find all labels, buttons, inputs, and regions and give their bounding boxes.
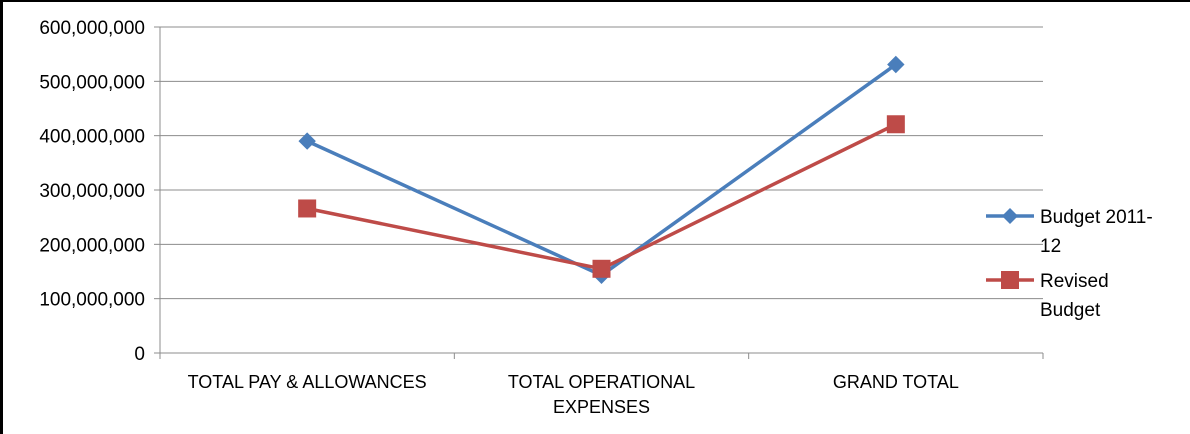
y-tick-label: 600,000,000 <box>39 18 145 39</box>
x-category-label: TOTAL PAY & ALLOWANCES <box>188 372 427 392</box>
data-point-marker <box>298 132 316 150</box>
data-point-marker <box>887 55 905 74</box>
y-tick-label: 500,000,000 <box>39 72 145 93</box>
data-point-marker <box>592 259 611 278</box>
legend-label: 12 <box>1040 236 1061 257</box>
legend: Budget 2011- 12 Revised Budget <box>986 207 1153 321</box>
gridlines <box>160 26 1043 300</box>
legend-label: Revised <box>1040 271 1109 292</box>
legend-label: Budget 2011- <box>1040 207 1153 228</box>
y-tick-label: 400,000,000 <box>39 127 145 148</box>
series-line-2 <box>306 122 897 271</box>
series-lines <box>298 55 905 285</box>
legend-marker-square <box>1001 271 1019 289</box>
y-tick-label: 0 <box>134 344 145 365</box>
y-tick-label: 200,000,000 <box>39 235 145 256</box>
x-category-label: EXPENSES <box>553 397 650 417</box>
legend-label: Budget <box>1040 300 1101 321</box>
x-category-label: TOTAL OPERATIONAL <box>508 372 695 392</box>
y-tick-label: 100,000,000 <box>39 290 145 311</box>
legend-marker-diamond <box>1002 208 1018 224</box>
line-chart: 0 100,000,000 200,000,000 300,000,000 400,00… <box>39 18 1153 417</box>
series-line-1 <box>306 63 897 278</box>
x-axis-category-labels: TOTAL PAY & ALLOWANCES TOTAL OPERATIONAL E… <box>188 372 959 417</box>
y-axis-tick-labels: 0 100,000,000 200,000,000 300,000,000 400,00… <box>39 18 145 365</box>
data-point-marker <box>886 115 905 134</box>
axes <box>154 26 1044 359</box>
y-tick-label: 300,000,000 <box>39 181 145 202</box>
data-point-marker <box>298 199 317 218</box>
x-category-label: GRAND TOTAL <box>833 372 959 392</box>
